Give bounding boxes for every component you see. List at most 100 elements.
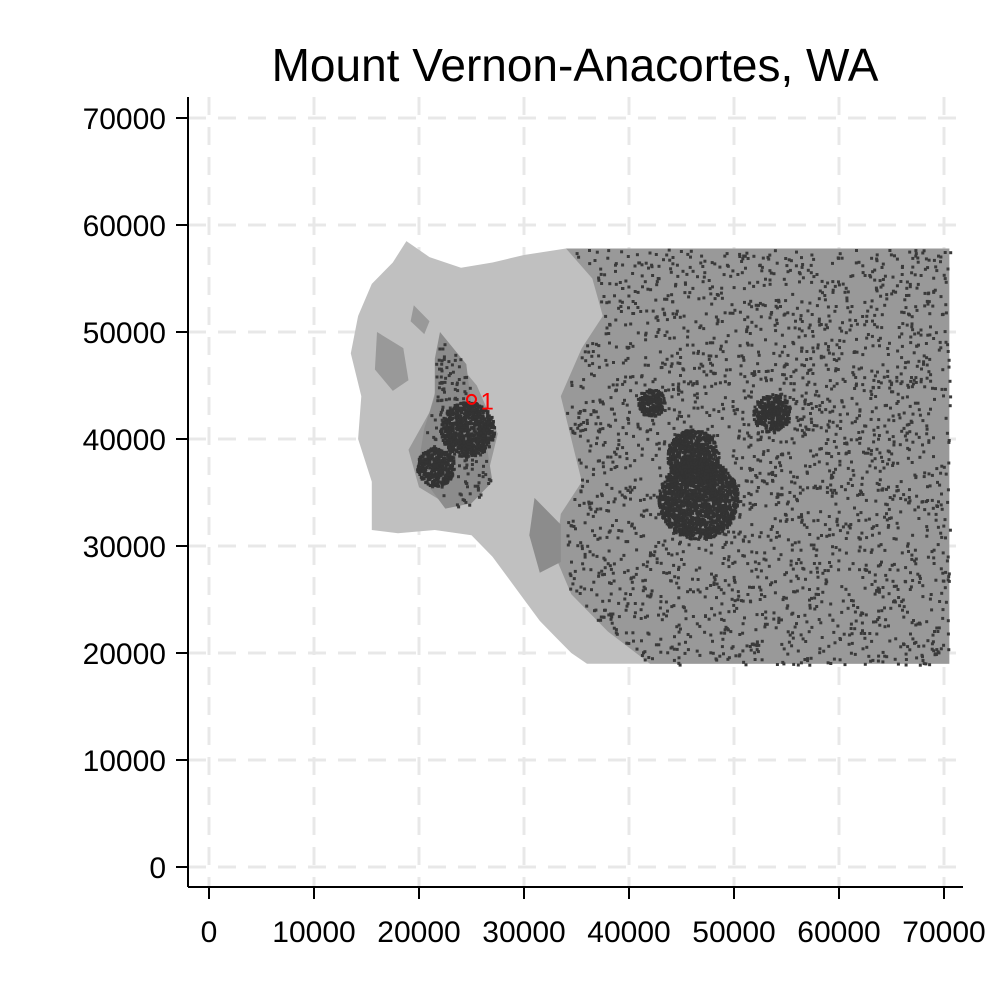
urban-pixel [901, 598, 905, 602]
urban-pixel [925, 528, 929, 532]
urban-pixel [676, 385, 680, 389]
urban-pixel [677, 434, 681, 437]
urban-pixel [671, 475, 675, 479]
urban-pixel [835, 424, 839, 428]
urban-pixel [613, 294, 616, 298]
urban-pixel [730, 541, 734, 545]
urban-pixel [755, 644, 759, 648]
urban-pixel [643, 363, 647, 367]
urban-pixel [693, 469, 697, 473]
urban-pixel [599, 507, 603, 511]
urban-pixel [442, 424, 446, 428]
urban-pixel [660, 618, 664, 622]
urban-pixel [831, 420, 835, 424]
urban-pixel [892, 600, 895, 604]
urban-pixel [915, 494, 919, 498]
urban-pixel [934, 518, 938, 522]
urban-pixel [702, 510, 705, 513]
urban-pixel [694, 526, 698, 530]
urban-pixel [629, 342, 633, 346]
urban-pixel [756, 486, 760, 489]
urban-pixel [652, 422, 656, 426]
urban-pixel [603, 566, 607, 570]
urban-pixel [758, 471, 762, 475]
urban-pixel [654, 334, 658, 338]
urban-pixel [767, 564, 771, 568]
urban-pixel [683, 484, 687, 488]
urban-pixel [733, 599, 737, 603]
urban-pixel [680, 504, 684, 507]
urban-pixel [702, 296, 706, 300]
urban-pixel [566, 534, 570, 538]
urban-pixel [752, 585, 755, 589]
urban-pixel [611, 383, 615, 387]
urban-pixel [712, 575, 716, 579]
urban-pixel [846, 481, 850, 485]
urban-pixel [724, 481, 728, 485]
urban-pixel [887, 458, 891, 462]
urban-pixel [652, 553, 656, 557]
urban-pixel [694, 537, 698, 541]
urban-pixel [844, 286, 848, 290]
urban-pixel [908, 499, 912, 503]
urban-pixel [661, 506, 665, 510]
urban-pixel [915, 308, 919, 312]
urban-pixel [837, 510, 841, 514]
urban-pixel [930, 550, 934, 554]
urban-pixel [814, 405, 818, 408]
urban-pixel [774, 363, 778, 367]
urban-pixel [942, 643, 946, 647]
urban-pixel [791, 631, 795, 635]
urban-pixel [824, 578, 828, 582]
urban-pixel [817, 297, 821, 301]
urban-pixel [888, 386, 892, 390]
urban-pixel [743, 616, 746, 620]
urban-pixel [631, 344, 635, 348]
urban-pixel [612, 579, 616, 583]
urban-areas [416, 248, 953, 667]
urban-pixel [840, 352, 844, 356]
urban-pixel [855, 337, 858, 341]
urban-pixel [759, 315, 763, 319]
urban-pixel [597, 365, 601, 369]
urban-pixel [870, 548, 874, 552]
urban-pixel [679, 250, 683, 253]
urban-pixel [801, 407, 805, 411]
urban-pixel [716, 499, 720, 503]
urban-pixel [832, 471, 836, 475]
urban-pixel [632, 639, 635, 643]
urban-pixel [646, 614, 649, 618]
urban-pixel [722, 652, 725, 656]
urban-pixel [916, 260, 920, 264]
urban-pixel [945, 559, 949, 563]
urban-pixel [616, 536, 620, 540]
urban-pixel [855, 322, 859, 326]
urban-pixel [741, 417, 745, 421]
urban-pixel [808, 588, 811, 591]
urban-pixel [719, 499, 723, 502]
urban-pixel [942, 579, 946, 583]
urban-pixel [817, 317, 821, 321]
urban-pixel [941, 571, 945, 575]
urban-pixel [701, 532, 705, 536]
urban-pixel [785, 571, 788, 575]
urban-pixel [673, 433, 677, 437]
urban-pixel [701, 457, 705, 460]
urban-pixel [697, 537, 701, 541]
urban-pixel [734, 497, 738, 501]
urban-pixel [689, 507, 693, 511]
urban-pixel [926, 266, 930, 270]
urban-pixel [668, 571, 671, 575]
urban-pixel [695, 481, 699, 484]
urban-pixel [763, 622, 767, 626]
urban-pixel [838, 459, 842, 463]
urban-pixel [637, 261, 641, 265]
urban-pixel [861, 647, 865, 651]
urban-pixel [749, 435, 753, 439]
urban-pixel [722, 532, 726, 536]
urban-pixel [722, 484, 726, 488]
urban-pixel [825, 486, 829, 490]
urban-pixel [913, 508, 917, 512]
urban-pixel [699, 487, 703, 491]
urban-pixel [646, 631, 650, 635]
